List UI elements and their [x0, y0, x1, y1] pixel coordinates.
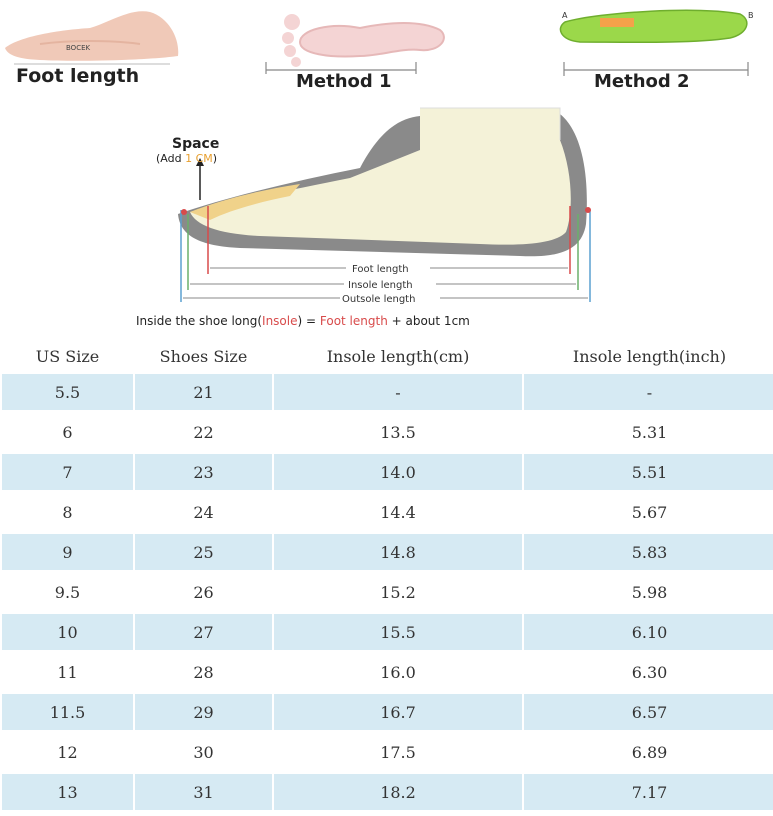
cell-us-size: 5.5: [2, 374, 133, 414]
table-row: 9.5 26 15.2 5.98: [2, 574, 773, 614]
diagram-insole-length: Insole length: [348, 280, 413, 291]
cell-us-size: 6: [2, 414, 133, 454]
table-row: 7 23 14.0 5.51: [2, 454, 773, 494]
method2-caption: Method 2: [594, 71, 690, 92]
table-row: 12 30 17.5 6.89: [2, 734, 773, 774]
cell-insole-inch: 5.83: [524, 534, 773, 574]
table-row: 8 24 14.4 5.67: [2, 494, 773, 534]
method1-caption: Method 1: [296, 71, 392, 92]
cell-insole-cm: 18.2: [274, 774, 522, 814]
cell-us-size: 11.5: [2, 694, 133, 734]
cell-insole-inch: 5.51: [524, 454, 773, 494]
table-row: 10 27 15.5 6.10: [2, 614, 773, 654]
cell-insole-cm: 14.8: [274, 534, 522, 574]
table-header-row: US Size Shoes Size Insole length(cm) Ins…: [2, 338, 773, 374]
cell-shoes-size: 29: [135, 694, 272, 734]
cell-shoes-size: 23: [135, 454, 272, 494]
foot-side-view: BOCEK Foot length: [5, 11, 179, 87]
space-label: Space: [172, 136, 219, 152]
cell-shoes-size: 21: [135, 374, 272, 414]
cell-insole-cm: -: [274, 374, 522, 414]
cell-insole-inch: -: [524, 374, 773, 414]
cell-insole-inch: 5.98: [524, 574, 773, 614]
insole-point-b: B: [748, 11, 754, 20]
cell-shoes-size: 25: [135, 534, 272, 574]
header-us-size: US Size: [35, 346, 100, 366]
insole-point-a: A: [562, 11, 568, 20]
add-label: (Add 1 CM): [156, 152, 217, 165]
cell-insole-cm: 14.4: [274, 494, 522, 534]
cell-insole-cm: 14.0: [274, 454, 522, 494]
foot-stamp-text: BOCEK: [66, 44, 90, 52]
formula-text: Inside the shoe long(Insole) = Foot leng…: [136, 314, 470, 328]
cell-insole-inch: 5.31: [524, 414, 773, 454]
cell-shoes-size: 26: [135, 574, 272, 614]
cell-shoes-size: 27: [135, 614, 272, 654]
foot-length-caption: Foot length: [16, 65, 139, 87]
shoe-diagram: Space (Add 1 CM) Foot length Insole leng…: [136, 107, 591, 328]
cell-insole-inch: 5.67: [524, 494, 773, 534]
table-row: 9 25 14.8 5.83: [2, 534, 773, 574]
cell-us-size: 7: [2, 454, 133, 494]
size-chart-table: US Size Shoes Size Insole length(cm) Ins…: [0, 338, 773, 814]
cell-shoes-size: 30: [135, 734, 272, 774]
cell-us-size: 13: [2, 774, 133, 814]
cell-insole-inch: 6.10: [524, 614, 773, 654]
cell-insole-inch: 7.17: [524, 774, 773, 814]
cell-insole-cm: 16.0: [274, 654, 522, 694]
table-row: 11.5 29 16.7 6.57: [2, 694, 773, 734]
cell-insole-cm: 13.5: [274, 414, 522, 454]
cell-insole-cm: 17.5: [274, 734, 522, 774]
cell-us-size: 10: [2, 614, 133, 654]
insole-method-2: A B Method 2: [559, 9, 754, 92]
cell-shoes-size: 28: [135, 654, 272, 694]
cell-insole-inch: 6.89: [524, 734, 773, 774]
measurement-illustration: BOCEK Foot length Method 1 A B Method 2: [5, 9, 754, 328]
cell-insole-inch: 6.57: [524, 694, 773, 734]
cell-us-size: 11: [2, 654, 133, 694]
cell-insole-cm: 15.5: [274, 614, 522, 654]
header-insole-inch: Insole length(inch): [572, 346, 727, 366]
footprint-method-1: Method 1: [265, 14, 445, 92]
header-shoes-size: Shoes Size: [159, 346, 248, 366]
cell-us-size: 12: [2, 734, 133, 774]
cell-us-size: 8: [2, 494, 133, 534]
diagram-foot-length: Foot length: [352, 264, 409, 275]
header-insole-cm: Insole length(cm): [326, 346, 470, 366]
table-row: 13 31 18.2 7.17: [2, 774, 773, 814]
cell-shoes-size: 24: [135, 494, 272, 534]
instruction-figure: BOCEK Foot length Method 1 A B Method 2: [0, 0, 773, 338]
table-row: 6 22 13.5 5.31: [2, 414, 773, 454]
table-row: 11 28 16.0 6.30: [2, 654, 773, 694]
cell-us-size: 9.5: [2, 574, 133, 614]
cell-insole-cm: 16.7: [274, 694, 522, 734]
cell-insole-cm: 15.2: [274, 574, 522, 614]
diagram-outsole-length: Outsole length: [342, 294, 415, 305]
cell-shoes-size: 22: [135, 414, 272, 454]
cell-shoes-size: 31: [135, 774, 272, 814]
cell-insole-inch: 6.30: [524, 654, 773, 694]
cell-us-size: 9: [2, 534, 133, 574]
table-row: 5.5 21 - -: [2, 374, 773, 414]
